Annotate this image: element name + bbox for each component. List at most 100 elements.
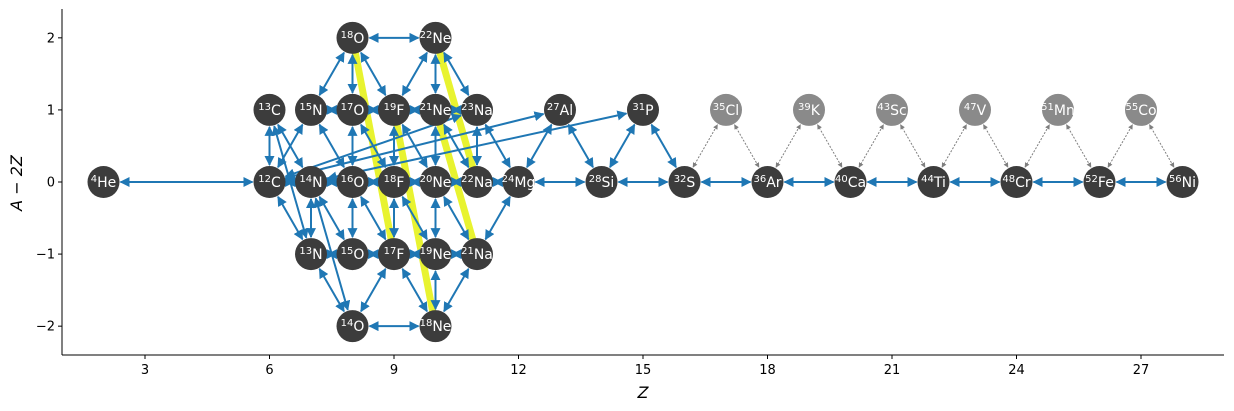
node-circle	[336, 93, 369, 126]
node-circle	[336, 310, 369, 343]
mass-number: 18	[384, 174, 397, 185]
node-label: 17O	[341, 102, 365, 119]
node-O17: 17O	[336, 93, 369, 126]
edge-Ne20-Na21	[443, 195, 470, 241]
node-label: 36Ar	[753, 174, 781, 191]
element-symbol: Cr	[1015, 175, 1031, 191]
node-circle	[87, 166, 120, 198]
node-P31: 31P	[627, 93, 659, 126]
mass-number: 22	[461, 174, 474, 185]
node-label: 44Ti	[921, 174, 946, 191]
x-tick-label: 18	[759, 363, 776, 378]
mass-number: 13	[258, 102, 271, 113]
x-axis-label: Z	[637, 383, 650, 402]
node-layer: 4He 12C13C13N14N15N14O15O16O17O18O17F18F1…	[87, 21, 1199, 343]
element-symbol: Fe	[1098, 175, 1114, 191]
mass-number: 36	[753, 174, 766, 185]
edge-Mg24-Al27	[526, 123, 553, 169]
x-tick-label: 6	[265, 363, 273, 378]
edge-O16-F17	[360, 195, 387, 241]
mass-number: 20	[420, 174, 433, 185]
mass-number: 15	[341, 246, 354, 257]
mass-number: 55	[1125, 102, 1138, 113]
node-label: 48Cr	[1002, 174, 1031, 191]
element-symbol: N	[312, 103, 322, 119]
x-tick-label: 15	[635, 363, 652, 378]
edge-Ne21-Na22	[443, 123, 470, 169]
element-symbol: F	[396, 103, 404, 119]
edge-Mn51-Fe52	[1066, 124, 1092, 168]
element-symbol: N	[312, 247, 322, 263]
edge-O18-F19	[360, 51, 387, 97]
edge-P31-S32	[650, 123, 677, 169]
element-symbol: Na	[474, 175, 493, 191]
node-circle	[1125, 93, 1157, 126]
node-Ar36: 36Ar	[751, 166, 784, 198]
element-symbol: Na	[474, 103, 493, 119]
mass-number: 18	[420, 318, 433, 329]
node-label: 19F	[384, 102, 405, 119]
node-label: 13C	[258, 102, 281, 119]
edge-layer	[119, 32, 1175, 332]
node-Mn51: 51Mn	[1041, 93, 1075, 126]
node-Mg24: 24Mg	[502, 166, 535, 198]
element-symbol: Ne	[432, 31, 451, 47]
mass-number: 14	[299, 174, 312, 185]
edge-Fe52-Co55	[1107, 124, 1133, 168]
element-symbol: O	[353, 319, 364, 335]
node-label: 14N	[299, 174, 322, 191]
node-Ne20: 20Ne	[419, 166, 452, 198]
node-circle	[378, 238, 410, 271]
node-label: 56Ni	[1169, 174, 1196, 191]
node-label: 17F	[384, 246, 405, 263]
node-label: 22Na	[461, 174, 493, 191]
node-Cl35: 35Cl	[710, 93, 742, 126]
mass-number: 31	[632, 102, 645, 113]
edge-F18-Ne19	[401, 195, 428, 241]
edge-N13-O14	[318, 267, 345, 313]
edge-Co55-Ni56	[1149, 124, 1175, 168]
mass-number: 18	[341, 30, 354, 41]
node-S32: 32S	[668, 166, 701, 198]
element-symbol: Ni	[1182, 175, 1196, 191]
edge-C12-N13	[277, 195, 304, 241]
node-label: 12C	[258, 174, 281, 191]
element-symbol: Ne	[432, 319, 451, 335]
node-Cr48: 48Cr	[1000, 166, 1033, 198]
node-label: 22Ne	[420, 30, 452, 47]
element-symbol: Ti	[933, 175, 946, 191]
mass-number: 22	[420, 30, 433, 41]
mass-number: 32	[674, 174, 687, 185]
node-label: 21Ne	[420, 102, 452, 119]
node-circle	[959, 93, 991, 126]
node-O16: 16O	[336, 166, 369, 198]
x-tick-label: 9	[390, 363, 398, 378]
y-tick-label: 1	[47, 103, 55, 118]
edge-Ca40-Sc43	[858, 124, 884, 168]
node-label: 39K	[798, 102, 821, 119]
node-label: 40Ca	[835, 174, 866, 191]
node-O18: 18O	[336, 21, 369, 54]
node-circle	[668, 166, 701, 198]
mass-number: 19	[420, 246, 433, 257]
node-circle	[378, 166, 410, 198]
edge-Ne22b-Na23	[443, 51, 470, 97]
mass-number: 51	[1041, 102, 1054, 113]
mass-number: 16	[341, 174, 354, 185]
node-circle	[419, 310, 452, 343]
mass-number: 28	[589, 174, 602, 185]
edge-F19-Ne20	[401, 123, 428, 169]
node-label: 19Ne	[420, 246, 452, 263]
edge-Na23-Mg24	[484, 123, 511, 169]
mass-number: 39	[798, 102, 811, 113]
element-symbol: C	[271, 175, 281, 191]
node-circle	[419, 238, 452, 271]
mass-number: 40	[835, 174, 848, 185]
mass-number: 52	[1085, 174, 1098, 185]
node-O14: 14O	[336, 310, 369, 343]
edge-Na21-Mg24	[484, 195, 511, 241]
node-label: 15O	[341, 246, 365, 263]
mass-number: 56	[1169, 174, 1182, 185]
